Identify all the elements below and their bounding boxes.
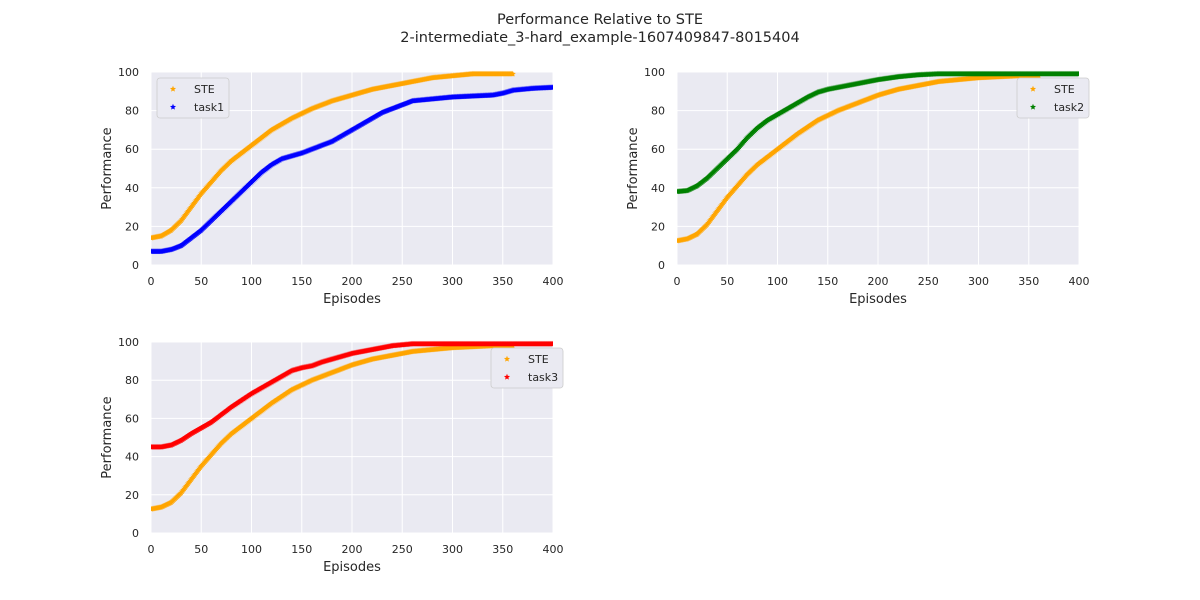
series-STE bbox=[151, 70, 516, 241]
y-tick-label: 0 bbox=[132, 527, 139, 540]
y-tick-label: 100 bbox=[118, 66, 139, 79]
x-tick-label: 50 bbox=[194, 275, 208, 288]
y-axis-label: Performance bbox=[100, 127, 115, 209]
legend-entry: task1 bbox=[194, 101, 224, 114]
subplot-1: 0 50 100 150 200 250 300 350 400 0 20 40 60 80 100 Epis… bbox=[100, 66, 564, 307]
legend-entry: STE bbox=[528, 353, 549, 366]
y-tick-label: 60 bbox=[125, 412, 139, 425]
subplots: 0 50 100 150 200 250 300 350 400020406080100Epis… bbox=[100, 66, 1090, 575]
x-tick-label: 200 bbox=[342, 543, 363, 556]
legend-entry: task3 bbox=[528, 371, 558, 384]
legend-entry: STE bbox=[194, 83, 215, 96]
series-task1 bbox=[151, 84, 553, 255]
y-tick-label: 40 bbox=[651, 182, 665, 195]
subplot-2: 0 50 100 150 200 250 300 350 400 0 20 40 60 80 100 Epis… bbox=[626, 66, 1090, 307]
y-tick-label: 20 bbox=[125, 489, 139, 502]
legend-marker bbox=[169, 103, 177, 110]
x-tick-label: 0 bbox=[674, 275, 681, 288]
y-axis-label: Performance bbox=[626, 127, 641, 209]
data-point bbox=[509, 70, 516, 77]
y-tick-label: 80 bbox=[125, 105, 139, 118]
x-tick-label: 50 bbox=[194, 543, 208, 556]
x-tick-label: 400 bbox=[543, 275, 564, 288]
subplot-3: 0 50 100 150 200 250 300 350 400 0 20 40 60 80 100 Epis… bbox=[100, 336, 564, 575]
y-tick-label: 0 bbox=[658, 259, 665, 272]
data-point bbox=[1075, 70, 1079, 77]
legend-marker bbox=[503, 355, 511, 362]
data-point bbox=[549, 84, 553, 91]
x-tick-label: 250 bbox=[918, 275, 939, 288]
x-tick-label: 300 bbox=[968, 275, 989, 288]
x-tick-label: 250 bbox=[392, 543, 413, 556]
y-axis-label: Performance bbox=[100, 396, 115, 478]
y-tick-label: 100 bbox=[118, 336, 139, 349]
legend-marker bbox=[1029, 85, 1037, 92]
legend: STE task2 bbox=[1016, 77, 1090, 119]
figure-subtitle: 2-intermediate_3-hard_example-1607409847… bbox=[400, 30, 799, 46]
x-tick-label: 150 bbox=[291, 275, 312, 288]
legend: STE task1 bbox=[156, 77, 230, 119]
x-axis-label: Episodes bbox=[323, 292, 381, 307]
legend: STE task3 bbox=[490, 347, 564, 389]
y-tick-label: 0 bbox=[132, 259, 139, 272]
x-tick-label: 300 bbox=[442, 275, 463, 288]
x-tick-label: 150 bbox=[291, 543, 312, 556]
x-tick-label: 50 bbox=[720, 275, 734, 288]
y-tick-label: 20 bbox=[125, 220, 139, 233]
y-tick-label: 40 bbox=[125, 451, 139, 464]
legend-marker bbox=[169, 85, 177, 92]
series-STE bbox=[151, 342, 516, 512]
x-tick-label: 100 bbox=[241, 275, 262, 288]
legend-marker bbox=[1029, 103, 1037, 110]
y-tick-label: 100 bbox=[644, 66, 665, 79]
legend-marker bbox=[503, 373, 511, 380]
x-tick-label: 100 bbox=[241, 543, 262, 556]
y-tick-label: 80 bbox=[125, 374, 139, 387]
x-axis-label: Episodes bbox=[849, 292, 907, 307]
data-point bbox=[549, 340, 553, 347]
x-tick-label: 350 bbox=[1018, 275, 1039, 288]
series-task3 bbox=[151, 340, 553, 450]
x-tick-label: 300 bbox=[442, 543, 463, 556]
x-tick-label: 400 bbox=[1069, 275, 1090, 288]
x-tick-label: 200 bbox=[342, 275, 363, 288]
series-task2 bbox=[677, 70, 1079, 195]
x-tick-label: 100 bbox=[767, 275, 788, 288]
x-tick-label: 250 bbox=[392, 275, 413, 288]
y-tick-label: 20 bbox=[651, 220, 665, 233]
x-tick-label: 400 bbox=[543, 543, 564, 556]
x-tick-label: 350 bbox=[492, 543, 513, 556]
x-tick-label: 200 bbox=[868, 275, 889, 288]
figure-title: Performance Relative to STE bbox=[497, 12, 703, 28]
x-tick-label: 0 bbox=[148, 543, 155, 556]
legend-entry: STE bbox=[1054, 83, 1075, 96]
y-tick-label: 60 bbox=[125, 143, 139, 156]
x-tick-label: 150 bbox=[817, 275, 838, 288]
y-tick-label: 80 bbox=[651, 105, 665, 118]
y-tick-label: 40 bbox=[125, 182, 139, 195]
x-axis-label: Episodes bbox=[323, 560, 381, 575]
x-tick-label: 350 bbox=[492, 275, 513, 288]
x-tick-label: 0 bbox=[148, 275, 155, 288]
y-tick-label: 60 bbox=[651, 143, 665, 156]
legend-entry: task2 bbox=[1054, 101, 1084, 114]
